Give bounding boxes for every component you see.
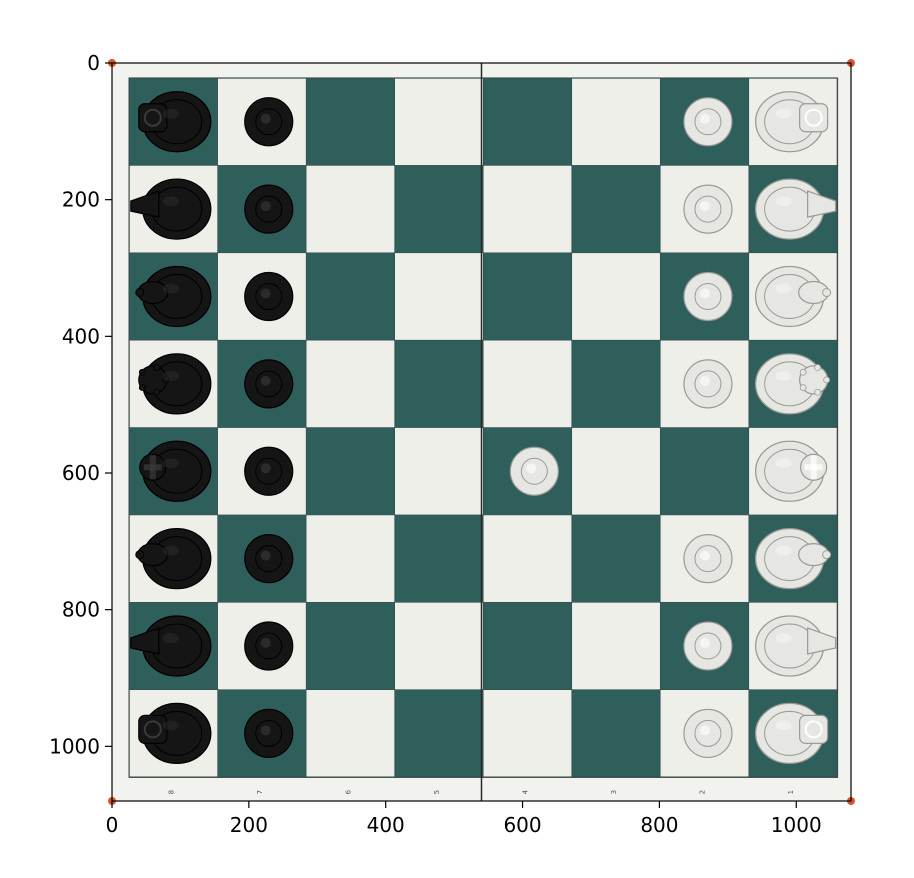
chess-pieces <box>130 91 837 765</box>
black-pawn-piece <box>244 97 294 147</box>
board-square <box>482 252 573 341</box>
board-edge-label: 4 <box>521 789 529 794</box>
board-square <box>571 252 662 341</box>
board-square <box>482 77 573 167</box>
x-tick-label: 200 <box>230 813 268 837</box>
corner-marks <box>108 59 855 805</box>
board-edge-label: 8 <box>167 790 175 794</box>
board-square <box>482 514 573 604</box>
board-square <box>482 339 573 429</box>
board-square <box>394 514 485 604</box>
black-rook-piece <box>138 91 212 153</box>
black-pawn-piece <box>244 534 294 584</box>
board-square <box>394 339 485 429</box>
board-square <box>305 602 396 691</box>
board-square <box>394 77 485 167</box>
board-square <box>482 165 573 254</box>
white-pawn-piece <box>509 446 559 496</box>
board-square <box>482 689 573 778</box>
board-square <box>571 427 662 516</box>
board-square <box>305 689 396 778</box>
y-tick-label: 200 <box>62 188 100 212</box>
white-knight-piece <box>754 615 837 677</box>
x-tick-label: 1000 <box>771 813 822 837</box>
white-rook-piece <box>754 91 829 153</box>
black-bishop-piece <box>135 527 212 590</box>
chessboard-photo: 8 7 6 5 4 3 2 1 <box>108 59 855 805</box>
board-square <box>394 602 485 691</box>
board-outline <box>128 77 838 778</box>
black-knight-piece <box>130 178 212 240</box>
board-square <box>305 339 396 429</box>
axes-border <box>111 62 852 802</box>
board-edge-labels: 8 7 6 5 4 3 2 1 <box>167 789 795 794</box>
board-edge-label: 1 <box>787 790 795 794</box>
white-pawn-piece <box>683 184 733 234</box>
board-square <box>571 689 662 778</box>
board-edge-label: 6 <box>344 789 352 794</box>
white-king-piece <box>754 440 828 502</box>
black-pawn-piece <box>244 708 294 758</box>
white-knight-piece <box>754 178 837 240</box>
x-axis: 0 200 400 600 800 1000 <box>106 801 822 837</box>
black-king-piece <box>139 440 212 502</box>
board-squares <box>128 77 839 778</box>
black-pawn-piece <box>244 446 294 496</box>
white-pawn-piece <box>683 708 733 758</box>
black-pawn-piece <box>244 359 294 409</box>
board-square <box>571 602 662 691</box>
y-axis: 0 200 400 600 800 1000 <box>49 51 112 758</box>
board-square <box>394 252 485 341</box>
board-square <box>394 427 485 516</box>
board-square <box>394 165 485 254</box>
board-square <box>305 427 396 516</box>
board-square <box>305 514 396 604</box>
x-tick-label: 600 <box>503 813 541 837</box>
white-pawn-piece <box>683 621 733 671</box>
y-tick-label: 400 <box>62 324 100 348</box>
white-pawn-piece <box>683 359 733 409</box>
x-tick-label: 400 <box>367 813 405 837</box>
white-queen-piece <box>754 353 831 415</box>
board-square <box>571 165 662 254</box>
board-square <box>571 339 662 429</box>
x-tick-label: 800 <box>640 813 678 837</box>
board-edge-label: 2 <box>699 790 707 794</box>
white-pawn-piece <box>683 271 733 322</box>
board-square <box>659 427 750 516</box>
white-pawn-piece <box>683 534 733 584</box>
board-square <box>571 514 662 604</box>
board-edge-label: 3 <box>610 790 618 794</box>
board-square <box>305 252 396 341</box>
black-pawn-piece <box>244 621 294 671</box>
y-tick-label: 600 <box>62 461 100 485</box>
x-tick-label: 0 <box>106 813 119 837</box>
board-square <box>305 165 396 254</box>
black-rook-piece <box>138 702 212 765</box>
black-knight-piece <box>130 615 212 677</box>
white-pawn-piece <box>683 97 733 147</box>
y-tick-label: 800 <box>62 598 100 622</box>
black-queen-piece <box>138 353 212 415</box>
y-tick-label: 1000 <box>49 734 100 758</box>
white-bishop-piece <box>754 527 832 590</box>
black-pawn-piece <box>244 184 294 234</box>
board-square <box>482 602 573 691</box>
board-square <box>305 77 396 167</box>
board-square <box>394 689 485 778</box>
board-edge-label: 7 <box>256 790 264 794</box>
white-bishop-piece <box>754 265 832 328</box>
white-rook-piece <box>754 702 829 765</box>
board-square <box>571 77 662 167</box>
black-bishop-piece <box>135 265 212 328</box>
board-edge-label: 5 <box>433 790 441 794</box>
y-tick-label: 0 <box>87 51 100 75</box>
black-pawn-piece <box>244 271 294 322</box>
